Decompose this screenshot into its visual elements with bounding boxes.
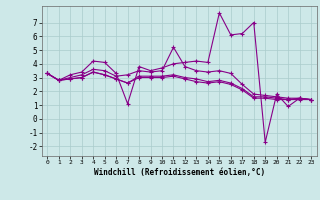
X-axis label: Windchill (Refroidissement éolien,°C): Windchill (Refroidissement éolien,°C)	[94, 168, 265, 177]
